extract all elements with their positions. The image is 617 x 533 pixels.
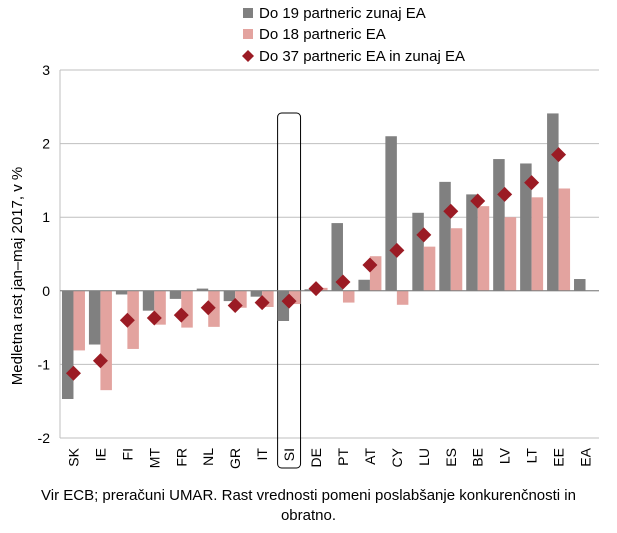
bar — [358, 279, 370, 291]
legend-label: Do 19 partneric zunaj EA — [259, 5, 426, 22]
x-tick-label: IE — [92, 448, 108, 461]
y-tick-labels: -2 -1 0 1 2 3 — [38, 62, 51, 446]
bar — [250, 290, 263, 297]
x-tick-label: EE — [551, 448, 567, 467]
marker-point — [416, 227, 432, 243]
marker-point — [470, 193, 486, 209]
bar — [262, 290, 274, 307]
bar — [493, 159, 505, 291]
x-tick-label: SI — [281, 448, 297, 461]
x-tick-label: LU — [416, 448, 432, 466]
y-tick-label: -2 — [38, 430, 51, 446]
bar — [385, 136, 397, 291]
marker-point — [146, 310, 162, 326]
x-tick-label: MT — [146, 448, 162, 469]
bar — [439, 181, 451, 291]
x-tick-label: GR — [227, 448, 243, 469]
x-tick-label: AT — [362, 448, 378, 465]
bar — [369, 256, 382, 291]
marker-point — [254, 295, 270, 311]
marker-point — [389, 242, 405, 258]
bar — [520, 163, 532, 291]
x-tick-label: DE — [308, 448, 324, 467]
marker-point — [335, 274, 351, 290]
bar — [574, 279, 586, 291]
bar — [142, 290, 155, 311]
y-tick-label: 2 — [42, 136, 50, 152]
bar — [396, 290, 409, 305]
bar — [61, 290, 74, 399]
x-tick-label: LV — [497, 447, 513, 464]
bar — [100, 290, 112, 391]
x-tick-label: LT — [524, 448, 540, 464]
marker-point — [281, 293, 297, 309]
marker-point — [497, 186, 513, 202]
x-tick-label: FI — [119, 448, 135, 460]
bar — [115, 290, 128, 295]
bar — [88, 290, 101, 345]
x-tick-label: ES — [443, 448, 459, 467]
marker-point — [65, 365, 81, 381]
markers — [65, 147, 567, 381]
bar — [331, 223, 343, 291]
marker-point — [551, 147, 567, 163]
x-category-labels: SK IE FI MT FR NL GR IT SI DE PT AT CY LU ES BE LV LT EE EA — [65, 447, 593, 469]
bars — [61, 113, 586, 399]
y-tick-label: 3 — [42, 62, 50, 78]
legend-swatch — [243, 8, 253, 18]
legend-label: Do 18 partneric EA — [259, 26, 386, 43]
bar — [235, 290, 247, 308]
legend: Do 19 partneric zunaj EA Do 18 partneric … — [242, 5, 465, 65]
marker-point — [119, 312, 135, 328]
y-tick-label: 0 — [42, 283, 50, 299]
marker-point — [308, 281, 324, 297]
marker-point — [362, 257, 378, 273]
bar — [558, 188, 571, 291]
bar — [531, 197, 544, 291]
bar — [412, 212, 424, 291]
bar — [181, 290, 193, 328]
marker-point — [227, 298, 243, 314]
grid — [59, 69, 599, 469]
marker-point — [92, 353, 108, 369]
bar — [477, 206, 490, 291]
bar — [547, 113, 559, 291]
bar — [504, 217, 517, 291]
marker-point — [173, 307, 189, 323]
x-tick-label: FR — [173, 448, 189, 467]
source-note: Vir ECB; preračuni UMAR. Rast vrednosti … — [41, 487, 576, 524]
x-tick-label: PT — [335, 448, 351, 466]
bar — [154, 290, 166, 325]
legend-swatch — [242, 50, 254, 62]
y-tick-label: -1 — [38, 356, 51, 372]
bar — [196, 288, 209, 291]
bar — [466, 194, 478, 291]
bar — [450, 228, 463, 291]
bar — [423, 246, 436, 291]
bar — [73, 290, 85, 351]
bar — [277, 290, 290, 321]
x-tick-label: BE — [470, 448, 486, 467]
x-tick-label: SK — [65, 447, 81, 466]
bar — [169, 290, 182, 299]
bar — [223, 290, 236, 302]
x-tick-label: CY — [389, 447, 405, 467]
legend-swatch — [243, 29, 253, 39]
y-tick-label: 1 — [42, 209, 50, 225]
marker-point — [443, 203, 459, 219]
legend-label: Do 37 partneric EA in zunaj EA — [259, 48, 465, 65]
y-axis-label: Medletna rast jan–maj 2017, v % — [9, 167, 26, 385]
bar — [342, 290, 355, 303]
bar — [289, 290, 301, 305]
marker-point — [524, 175, 540, 191]
marker-point — [200, 300, 216, 316]
x-tick-label: EA — [578, 447, 594, 466]
x-tick-label: NL — [200, 448, 216, 466]
x-tick-label: IT — [254, 448, 270, 461]
